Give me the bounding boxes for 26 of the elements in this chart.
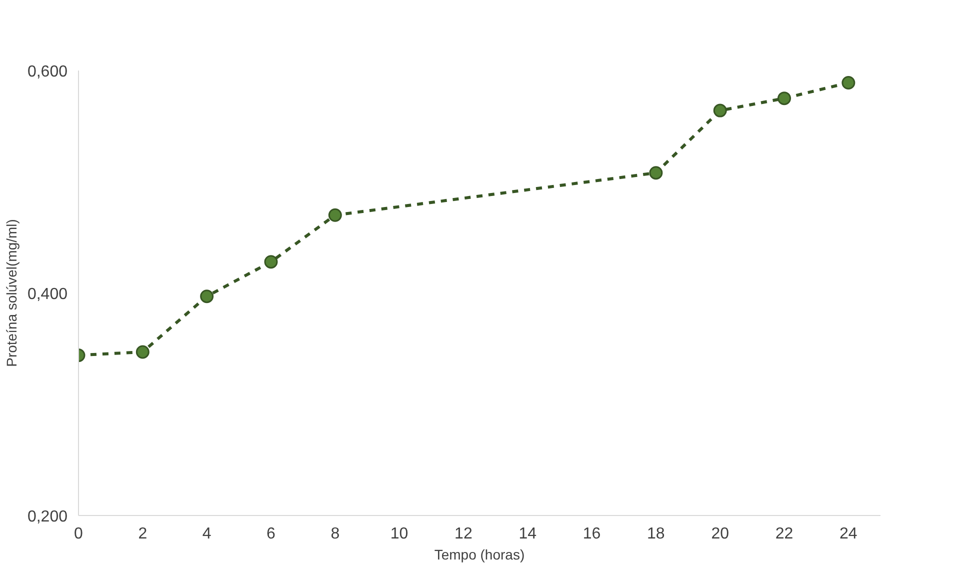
x-tick-label: 12 [454, 526, 472, 542]
point [649, 166, 663, 180]
y-tick-label: 0,400 [27, 286, 68, 303]
x-tick-label: 8 [330, 526, 340, 542]
x-tick-label: 0 [74, 526, 84, 542]
x-tick-label: 14 [518, 526, 537, 542]
y-tick-label: 0,200 [27, 508, 68, 526]
point [778, 92, 792, 106]
x-tick-label: 24 [840, 526, 858, 542]
x-tick-label: 20 [711, 526, 730, 542]
point [200, 290, 214, 304]
x-tick-label: 6 [266, 526, 276, 542]
x-tick-label: 18 [647, 526, 665, 542]
x-tick-label: 22 [775, 526, 794, 542]
y-tick-label: 0,600 [27, 64, 68, 80]
x-tick-label: 16 [582, 526, 601, 542]
point [842, 76, 856, 90]
x-tick-label: 2 [138, 526, 148, 542]
x-axis-title: Tempo (horas) [434, 546, 525, 562]
point [713, 104, 727, 118]
x-tick-label: 4 [202, 526, 212, 542]
point [328, 208, 342, 222]
y-axis-title: Proteína solúvel(mg/ml) [3, 219, 20, 367]
point [264, 255, 278, 269]
point [136, 345, 150, 359]
x-tick-label: 10 [390, 526, 408, 542]
